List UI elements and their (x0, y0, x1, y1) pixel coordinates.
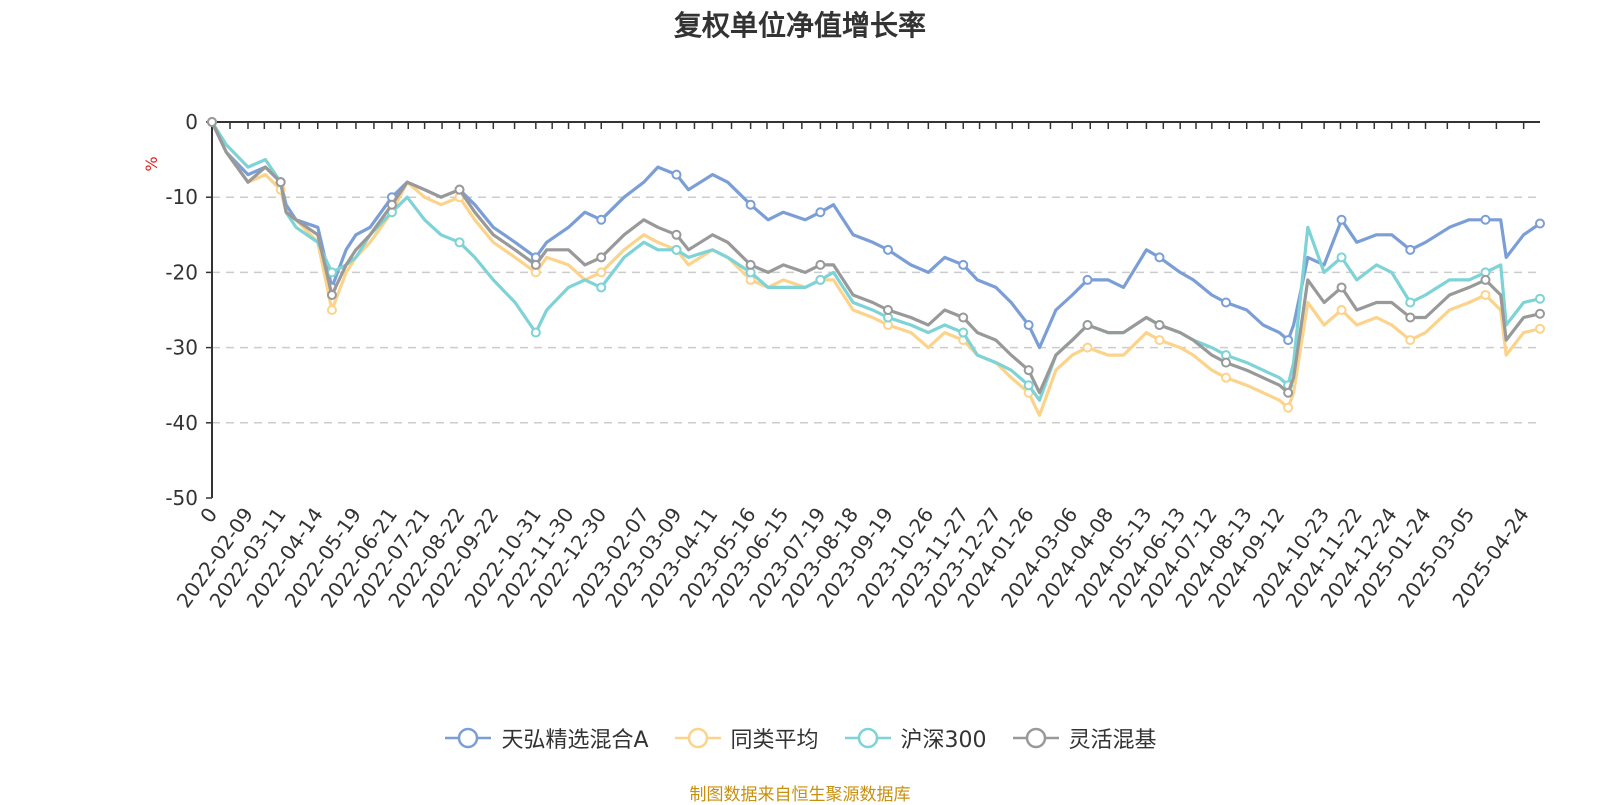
data-point (1336, 214, 1347, 225)
legend-item[interactable]: 同类平均 (673, 722, 819, 754)
data-point (882, 244, 893, 255)
data-point (596, 252, 607, 263)
data-point (1023, 380, 1034, 391)
data-point (1480, 214, 1491, 225)
data-point (671, 244, 682, 255)
data-point (596, 267, 607, 278)
legend-item[interactable]: 天弘精选混合A (443, 722, 649, 754)
data-point (1535, 308, 1545, 319)
legend-item[interactable]: 沪深300 (843, 722, 987, 754)
data-point (530, 327, 541, 338)
data-point (326, 305, 337, 315)
data-point (326, 289, 337, 300)
data-point (1220, 357, 1231, 368)
data-point (530, 259, 541, 270)
data-point (596, 214, 607, 225)
data-point (1023, 365, 1034, 376)
data-point (745, 199, 756, 210)
legend-swatch-icon (1012, 727, 1059, 749)
x-tick-label: 0 (195, 503, 222, 527)
data-point (207, 117, 217, 127)
y-tick-label: 0 (185, 110, 198, 134)
data-point (671, 169, 682, 180)
data-point (1336, 252, 1347, 263)
data-point (882, 305, 893, 315)
series-line (210, 121, 1541, 417)
data-point (275, 177, 286, 188)
data-point (1480, 274, 1491, 285)
legend-label: 灵活混基 (1068, 728, 1157, 753)
legend-label: 天弘精选混合A (501, 728, 649, 753)
data-point (1220, 372, 1231, 383)
data-point (1405, 335, 1416, 346)
tick-labels: 0-10-20-30-40-50%02022-02-092022-03-1120… (142, 110, 1534, 612)
y-tick-label: -40 (165, 411, 198, 435)
data-point (1405, 297, 1416, 308)
y-tick-label: -30 (165, 336, 198, 360)
data-point (1023, 320, 1034, 331)
data-point (1405, 312, 1416, 323)
chart-title: 复权单位净值增长率 (673, 9, 926, 42)
legend-label: 同类平均 (730, 728, 819, 753)
legend-swatch-icon (674, 727, 721, 749)
data-point (1154, 252, 1165, 263)
data-point (1154, 335, 1165, 346)
data-point (1283, 387, 1294, 398)
data-point (745, 259, 756, 270)
data-source-note: 制图数据来自恒生聚源数据库 (689, 785, 911, 805)
y-axis-unit: % (142, 156, 161, 171)
data-point (1336, 282, 1347, 293)
legend-swatch-icon (445, 727, 492, 749)
y-tick-label: -50 (165, 486, 198, 510)
data-point (958, 327, 969, 338)
data-point (671, 229, 682, 240)
data-point (1480, 289, 1491, 300)
data-point (1283, 335, 1294, 346)
data-point (1082, 274, 1093, 285)
y-tick-label: -20 (165, 260, 198, 284)
data-point (815, 207, 826, 218)
data-point (1336, 305, 1347, 315)
grid-lines (212, 196, 1540, 424)
data-point (1082, 320, 1093, 331)
legend-item[interactable]: 灵活混基 (1011, 722, 1157, 754)
data-point (326, 267, 337, 278)
legend-label: 沪深300 (900, 728, 987, 753)
data-point (454, 237, 465, 248)
y-tick-label: -10 (165, 185, 198, 209)
data-point (454, 184, 465, 195)
legend-swatch-icon (844, 727, 891, 749)
data-point (1082, 342, 1093, 353)
data-point (958, 312, 969, 323)
data-point (1535, 293, 1545, 304)
legend: 天弘精选混合A 同类平均 沪深300 灵活混基 (0, 722, 1600, 754)
data-point (815, 259, 826, 270)
axes (206, 121, 1540, 499)
data-point (1283, 402, 1294, 413)
data-point (815, 274, 826, 285)
data-point (1535, 218, 1545, 229)
data-point (1535, 323, 1545, 334)
data-point (1220, 297, 1231, 308)
data-point (596, 282, 607, 293)
data-point (1154, 320, 1165, 331)
series-lines (207, 117, 1545, 417)
data-point (958, 259, 969, 270)
data-point (1405, 244, 1416, 255)
data-point (386, 199, 397, 210)
